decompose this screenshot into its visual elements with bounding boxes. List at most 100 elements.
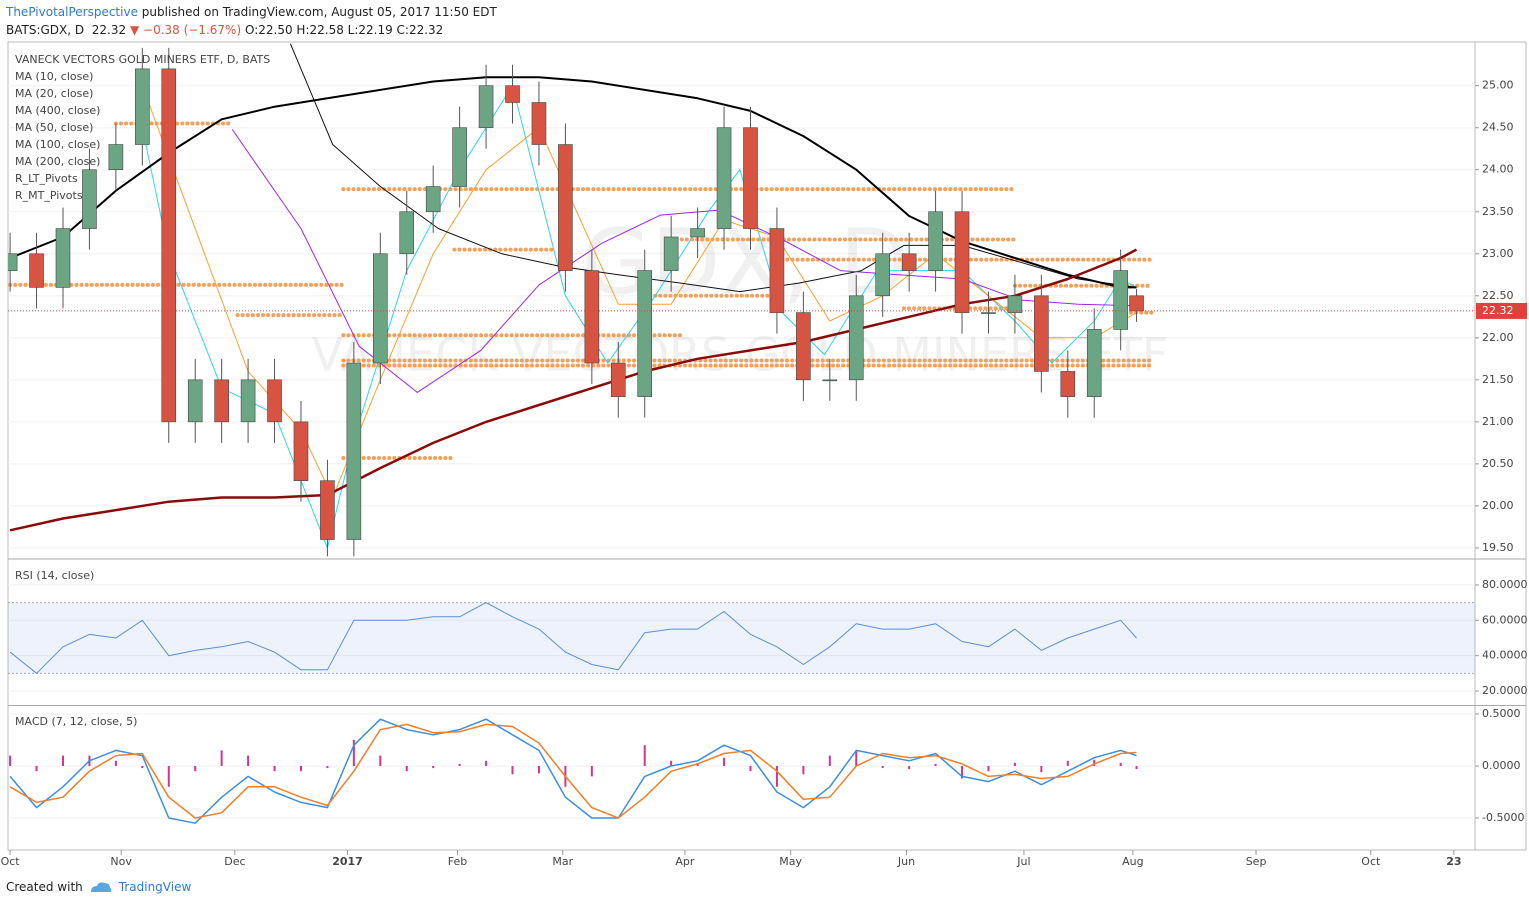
y-tick-label: 21.50 (1482, 373, 1514, 386)
change: ▼ −0.38 (−1.67%) (129, 23, 242, 37)
y-tick-label: 0.0000 (1482, 759, 1521, 772)
x-tick-label: May (779, 855, 802, 868)
candle-body (399, 211, 415, 255)
moving-average (141, 85, 1137, 549)
candle-body (743, 127, 758, 229)
x-tick-label: Dec (224, 855, 245, 868)
candle-body (373, 253, 388, 364)
legend-entry: MA (10, close) (15, 70, 93, 83)
candle-body (796, 312, 811, 381)
y-tick-label: -0.5000 (1482, 811, 1524, 824)
last-price-label: 22.32 (1482, 304, 1514, 317)
candle-body (981, 312, 996, 314)
candle-body (875, 253, 891, 297)
x-tick-label: 23 (1446, 855, 1461, 868)
candle-body (822, 379, 838, 382)
header: ThePivotalPerspective published on Tradi… (6, 3, 497, 39)
rsi-band (8, 602, 1475, 674)
x-tick-label: Mar (552, 855, 573, 868)
y-tick-label: 24.50 (1482, 121, 1514, 134)
candle-body (267, 379, 282, 423)
x-tick-label: Nov (110, 855, 132, 868)
x-tick-label: Jun (897, 855, 915, 868)
legend-entry: MA (400, close) (15, 104, 100, 117)
candle-body (55, 228, 71, 288)
y-tick-label: 22.00 (1482, 331, 1514, 344)
candle-body (1034, 295, 1049, 372)
candle-body (1086, 329, 1102, 397)
pane (8, 713, 1475, 824)
y-tick-label: 25.00 (1482, 79, 1514, 92)
candle-body (928, 211, 943, 271)
y-tick-label: 19.50 (1482, 541, 1514, 554)
candle-body (29, 253, 44, 288)
candle-body (478, 85, 494, 129)
legend-entry: MA (100, close) (15, 138, 100, 151)
logo (90, 882, 112, 892)
candle-body (135, 68, 150, 145)
y-tick-label: 24.00 (1482, 163, 1514, 176)
candle-body (452, 127, 467, 187)
candle-body (954, 211, 970, 313)
x-tick-label: Sep (1246, 855, 1267, 868)
x-tick-label: Feb (448, 855, 467, 868)
candle-body (1129, 295, 1144, 312)
x-tick-label: Apr (675, 855, 695, 868)
y-tick-label: 22.50 (1482, 289, 1514, 302)
moving-average (9, 248, 1138, 532)
moving-average (9, 76, 1137, 289)
macd-line (9, 718, 1137, 824)
candle-body (584, 270, 600, 364)
brand-link[interactable]: TradingView (118, 880, 192, 894)
x-tick-label: Jul (1016, 855, 1030, 868)
candle-body (214, 379, 229, 423)
candle-body (663, 236, 679, 271)
y-tick-label: 20.50 (1482, 457, 1514, 470)
legend-entry: R_LT_Pivots (15, 172, 78, 185)
created-with: Created with (6, 880, 83, 894)
rsi-line (9, 602, 1137, 674)
x-tick-label: Aug (1122, 855, 1143, 868)
author-link[interactable]: ThePivotalPerspective (6, 5, 138, 19)
footer: Created with TradingView (6, 880, 191, 894)
y-tick-label: 23.50 (1482, 205, 1514, 218)
symbol: BATS:GDX, D (6, 23, 85, 37)
moving-average (289, 43, 1137, 293)
candle-body (769, 228, 785, 313)
candle-body (848, 295, 864, 381)
header-line: ThePivotalPerspective published on Tradi… (6, 3, 497, 21)
candle-body (293, 421, 309, 481)
y-tick-label: 80.0000 (1482, 578, 1528, 591)
candle-body (558, 144, 573, 271)
x-tick-label: Oct (1361, 855, 1381, 868)
y-tick-label: 20.0000 (1482, 684, 1528, 697)
candle-body (82, 169, 97, 229)
y-tick-label: 20.00 (1482, 499, 1514, 512)
candle-body (531, 102, 547, 145)
pane (8, 584, 1475, 692)
candle-body (108, 144, 124, 171)
candle-body (425, 186, 441, 213)
candle-body (1113, 270, 1128, 330)
candle-body (505, 85, 520, 103)
pane-title: RSI (14, close) (15, 569, 94, 582)
candle-body (901, 253, 917, 271)
legend-entry: MA (20, close) (15, 87, 93, 100)
published: published on TradingView.com, August 05,… (141, 5, 497, 19)
candle-body (187, 379, 203, 423)
legend-entry: R_MT_Pivots (15, 189, 83, 202)
last-price: 22.32 (91, 23, 127, 37)
moving-average (231, 129, 1142, 393)
x-tick-label: Oct (1, 855, 21, 868)
pane-title: VANECK VECTORS GOLD MINERS ETF, D, BATS (15, 53, 270, 66)
candle-body (637, 270, 653, 397)
candle-body (716, 127, 732, 229)
y-tick-label: 23.00 (1482, 247, 1514, 260)
candle-body (8, 253, 18, 271)
candle-body (1060, 371, 1076, 397)
candle-body (346, 362, 362, 540)
candle-body (320, 480, 335, 540)
